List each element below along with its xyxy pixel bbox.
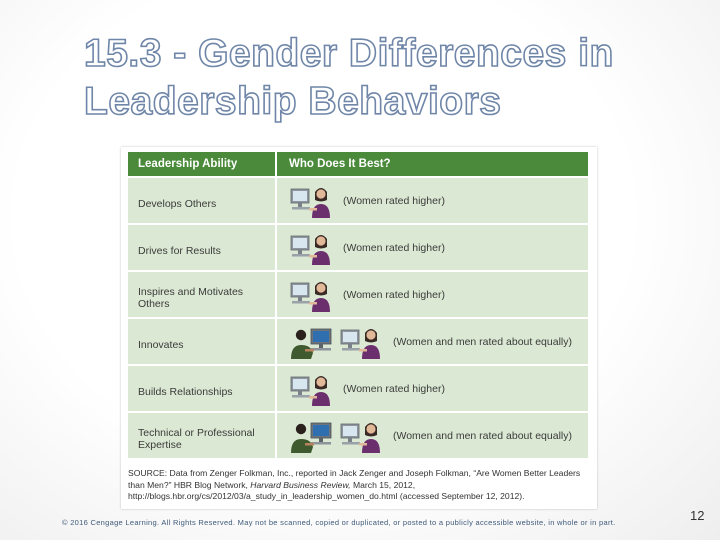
result-cell: (Women and men rated about equally) bbox=[275, 413, 588, 458]
table-row: Drives for Results (Women rated higher) bbox=[128, 225, 588, 270]
result-text: (Women rated higher) bbox=[343, 241, 445, 254]
source-text-end: March 15, 2012, http://blogs.hbr.org/cs/… bbox=[128, 479, 525, 502]
slide-title: 15.3 - Gender Differences in Leadership … bbox=[83, 30, 704, 126]
result-text: (Women rated higher) bbox=[343, 288, 445, 301]
woman-at-computer-icon bbox=[290, 187, 330, 218]
page-number: 12 bbox=[690, 508, 705, 523]
leadership-table: Leadership Ability Who Does It Best? Dev… bbox=[128, 152, 588, 458]
woman-at-computer-icon bbox=[290, 234, 330, 265]
result-cell: (Women and men rated about equally) bbox=[275, 319, 588, 364]
table-row: Inspires and Motivates Others (Women rat… bbox=[128, 272, 588, 317]
source-text-start: SOURCE: Data from Zenger Folkman, Inc., … bbox=[128, 468, 581, 490]
ability-cell: Drives for Results bbox=[138, 244, 221, 257]
ability-cell: Innovates bbox=[138, 338, 184, 351]
source-journal: Harvard Business Review, bbox=[250, 479, 351, 490]
result-text: (Women and men rated about equally) bbox=[393, 335, 572, 348]
copyright-notice: © 2016 Cengage Learning. All Rights Rese… bbox=[62, 518, 616, 527]
woman-at-computer-icon bbox=[290, 375, 330, 406]
ability-cell: Builds Relationships bbox=[138, 385, 233, 398]
woman-at-computer-icon bbox=[340, 422, 380, 453]
result-cell: (Women rated higher) bbox=[275, 272, 588, 317]
source-citation: SOURCE: Data from Zenger Folkman, Inc., … bbox=[128, 468, 588, 503]
slide-title-line-1: 15.3 - Gender Differences in bbox=[83, 31, 614, 76]
table-row: Technical or Professional Expertise bbox=[128, 413, 588, 458]
table-header: Leadership Ability Who Does It Best? bbox=[128, 152, 588, 176]
result-cell: (Women rated higher) bbox=[275, 225, 588, 270]
result-text: (Women and men rated about equally) bbox=[393, 429, 572, 442]
woman-at-computer-icon bbox=[340, 328, 380, 359]
table-row: Develops Others (Women rated higher) bbox=[128, 178, 588, 223]
leadership-figure: Leadership Ability Who Does It Best? Dev… bbox=[121, 147, 597, 509]
ability-cell: Develops Others bbox=[138, 197, 217, 210]
ability-cell: Inspires and Motivates Others bbox=[138, 285, 244, 310]
table-row: Builds Relationships (Women rated higher… bbox=[128, 366, 588, 411]
result-text: (Women rated higher) bbox=[343, 194, 445, 207]
header-who-does-it-best: Who Does It Best? bbox=[275, 152, 588, 176]
result-cell: (Women rated higher) bbox=[275, 178, 588, 223]
header-leadership-ability: Leadership Ability bbox=[138, 158, 238, 170]
result-text: (Women rated higher) bbox=[343, 382, 445, 395]
table-row: Innovates bbox=[128, 319, 588, 364]
man-at-computer-icon bbox=[291, 422, 332, 453]
ability-cell: Technical or Professional Expertise bbox=[138, 426, 255, 451]
man-at-computer-icon bbox=[291, 328, 332, 359]
woman-at-computer-icon bbox=[290, 281, 330, 312]
result-cell: (Women rated higher) bbox=[275, 366, 588, 411]
slide-title-line-2: Leadership Behaviors bbox=[83, 79, 502, 124]
